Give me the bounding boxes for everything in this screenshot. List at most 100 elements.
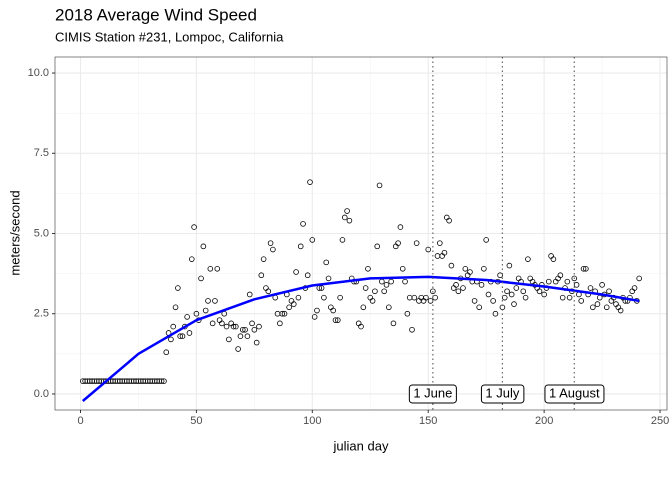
data-point [583,265,589,272]
data-point [369,298,376,304]
data-point [374,243,381,250]
data-point [207,265,214,272]
data-point [233,323,239,330]
data-point [478,282,485,288]
data-point [504,288,510,295]
data-point [413,240,420,246]
x-tick-label: 200 [535,415,553,427]
data-point [304,272,311,279]
data-point [214,265,221,272]
data-point [395,240,401,246]
annotation-box [480,384,525,404]
data-point [205,298,211,304]
data-point [339,237,346,243]
data-point [536,288,543,295]
data-point [636,275,642,282]
data-point [631,285,638,291]
data-point [432,294,438,301]
data-point [337,294,343,301]
data-point [453,282,459,288]
data-point [300,221,306,227]
data-point [513,285,520,291]
data-point [448,262,455,269]
x-tick-label: 150 [419,415,437,427]
data-point [603,304,610,311]
data-point [460,285,466,291]
data-point [341,214,348,221]
data-point [265,288,272,295]
data-point [483,237,489,243]
data-point [258,272,265,279]
data-point [279,310,285,317]
x-tick-label: 100 [303,415,321,427]
data-point [179,333,186,339]
data-point [437,240,443,246]
data-point [578,298,585,304]
x-tick-label: 250 [651,415,669,427]
data-point [594,301,601,307]
data-point [376,182,383,189]
data-point [467,269,473,275]
data-point [251,326,258,333]
data-point [158,378,165,384]
x-axis-label: julian day [333,438,389,453]
data-point [309,237,316,243]
data-point [571,275,578,282]
y-tick-label: 2.5 [34,308,49,320]
data-point [323,259,330,266]
data-point [606,288,612,295]
data-point [212,298,218,304]
data-point [277,320,283,327]
data-point [172,304,179,311]
data-point [267,240,274,246]
data-point [270,246,276,253]
data-point [580,265,587,272]
y-tick-label: 0.0 [34,388,49,400]
data-point [249,320,255,327]
data-point [402,278,408,285]
data-point [198,275,204,282]
data-point [362,285,369,291]
data-point [497,272,503,279]
data-point [525,256,531,262]
data-point [184,314,190,320]
data-point [446,217,452,224]
data-point [617,307,624,314]
data-point [411,294,418,301]
annotation-box [408,384,457,404]
annotation-box [544,384,605,404]
data-point [239,326,246,333]
annotation-label: 1 June [413,385,452,400]
data-point [386,304,392,311]
data-point [330,307,336,314]
data-point [200,243,207,250]
data-point [202,307,209,314]
data-point [481,265,487,272]
data-point [587,285,594,291]
data-point [476,304,483,311]
data-point [397,224,404,230]
plot-border [54,56,668,411]
data-point [365,265,371,272]
data-point [325,275,332,282]
data-point [506,262,513,269]
data-point [522,294,529,301]
data-point [219,320,225,327]
data-point [293,269,299,275]
data-point [441,249,448,256]
annotation: 1 August [544,384,605,404]
y-tick-label: 5.0 [34,227,49,239]
data-point [290,301,297,307]
data-point [161,378,167,384]
data-point [490,298,496,304]
data-point [321,294,327,301]
data-point [253,339,260,346]
data-point [314,307,320,314]
annotation: 1 June [408,384,457,404]
data-point [163,349,170,356]
data-point [599,282,605,288]
data-point [462,265,469,272]
smooth-line [82,275,640,402]
